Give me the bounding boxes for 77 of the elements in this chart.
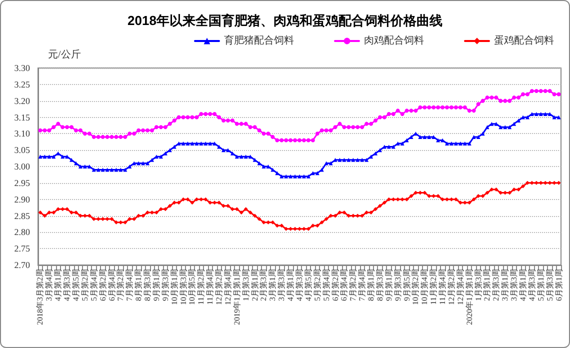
y-tick-label: 3.15 bbox=[14, 112, 30, 122]
x-tick-label: 7月第4周 bbox=[358, 269, 367, 301]
x-tick-label: 9月第5周 bbox=[402, 269, 412, 301]
x-tick-label: 5月第2周 bbox=[312, 269, 322, 301]
y-tick-label: 3.25 bbox=[14, 79, 30, 90]
legend-label: 蛋鸡配合饲料 bbox=[494, 34, 554, 46]
legend-label: 育肥猪配合饲料 bbox=[224, 34, 294, 46]
y-tick-label: 3.30 bbox=[14, 63, 30, 73]
x-tick-label: 5月第2周 bbox=[80, 269, 90, 301]
x-tick-label: 4月第3周 bbox=[62, 269, 72, 301]
x-tick-label: 11月第2周 bbox=[429, 269, 438, 305]
x-tick-label: 6月第4周 bbox=[107, 269, 116, 301]
x-tick-label: 9月第1周 bbox=[384, 269, 394, 301]
y-tick-label: 3.05 bbox=[14, 145, 30, 156]
x-tick-label: 4月第3周 bbox=[295, 269, 304, 301]
x-tick-label: 12月第4周 bbox=[456, 269, 465, 305]
x-tick-label: 2020年1月第1周 bbox=[464, 269, 474, 325]
x-tick-label: 8月第3周 bbox=[375, 269, 384, 301]
x-tick-label: 4月第3周 bbox=[527, 269, 536, 301]
x-tick-label: 5月第4周 bbox=[89, 269, 98, 301]
x-tick-label: 10月第5周 bbox=[188, 269, 197, 305]
x-tick-label: 11月第4周 bbox=[206, 269, 215, 305]
x-tick-label: 3月第1周 bbox=[268, 269, 278, 301]
x-tick-label: 3月第4周 bbox=[44, 269, 54, 301]
x-tick-label: 4月第5周 bbox=[304, 269, 313, 301]
x-tick-label: 2018年3月第2周 bbox=[36, 269, 45, 325]
x-tick-label: 12月第2周 bbox=[446, 269, 456, 305]
x-tick-label: 2月第3周 bbox=[492, 269, 501, 301]
y-tick-label: 3.20 bbox=[14, 96, 30, 106]
x-tick-label: 3月第1周 bbox=[500, 269, 510, 301]
x-tick-label: 10月第3周 bbox=[178, 269, 188, 305]
x-tick-label: 7月第2周 bbox=[348, 269, 358, 301]
x-tick-label: 10月第2周 bbox=[411, 269, 420, 305]
x-tick-label: 7月第4周 bbox=[125, 269, 134, 301]
x-tick-label: 5月第1周 bbox=[536, 269, 546, 301]
x-tick-label: 1月第3周 bbox=[474, 269, 483, 301]
x-tick-label: 4月第5周 bbox=[71, 269, 80, 301]
x-tick-label: 3月第3周 bbox=[510, 269, 519, 301]
x-tick-label: 6月第1周 bbox=[554, 269, 564, 301]
x-tick-label: 6月第2周 bbox=[330, 269, 340, 301]
x-tick-label: 4月第1周 bbox=[518, 269, 528, 301]
x-tick-label: 7月第2周 bbox=[116, 269, 126, 301]
y-tick-label: 3.10 bbox=[14, 128, 30, 139]
x-tick-label: 12月第2周 bbox=[214, 269, 224, 305]
x-tick-label: 9月第3周 bbox=[160, 269, 170, 301]
x-tick-label: 6月第2周 bbox=[98, 269, 108, 301]
y-tick-label: 2.80 bbox=[14, 227, 30, 238]
x-tick-label: 11月第2周 bbox=[196, 269, 206, 305]
y-tick-label: 2.95 bbox=[14, 178, 30, 188]
y-tick-label: 2.90 bbox=[14, 194, 30, 204]
x-tick-label: 9月第1周 bbox=[152, 269, 161, 301]
x-tick-label: 12月第4周 bbox=[223, 269, 232, 305]
y-axis-title: 元/公斤 bbox=[48, 48, 81, 60]
x-tick-label: 6月第4周 bbox=[340, 269, 349, 301]
x-tick-label: 2019年1月第1周 bbox=[232, 269, 242, 325]
x-tick-label: 8月第1周 bbox=[366, 269, 376, 301]
x-tick-label: 5月第3周 bbox=[545, 269, 554, 301]
x-tick-label: 2月第1周 bbox=[482, 269, 492, 301]
legend-label: 肉鸡配合饲料 bbox=[364, 34, 424, 46]
x-tick-label: 10月第4周 bbox=[420, 269, 430, 305]
y-tick-label: 3.00 bbox=[14, 162, 30, 172]
x-tick-label: 1月第3周 bbox=[241, 269, 250, 301]
y-tick-label: 2.75 bbox=[14, 244, 30, 254]
y-tick-label: 2.70 bbox=[14, 260, 30, 270]
x-tick-label: 2月第3周 bbox=[259, 269, 268, 301]
x-tick-label: 4月第1周 bbox=[54, 269, 63, 301]
x-tick-label: 4月第1周 bbox=[286, 269, 296, 301]
y-tick-label: 2.85 bbox=[14, 210, 30, 221]
x-tick-label: 8月第3周 bbox=[143, 269, 152, 301]
chart-title: 2018年以来全国育肥猪、肉鸡和蛋鸡配合饲料价格曲线 bbox=[128, 13, 442, 28]
x-tick-label: 8月第1周 bbox=[134, 269, 144, 301]
x-tick-label: 2月第1周 bbox=[250, 269, 260, 301]
x-tick-label: 11月第4周 bbox=[438, 269, 448, 305]
x-tick-label: 9月第3周 bbox=[393, 269, 402, 301]
x-tick-label: 5月第4周 bbox=[322, 269, 331, 301]
x-tick-label: 3月第3周 bbox=[277, 269, 286, 301]
x-tick-label: 10月第1周 bbox=[170, 269, 179, 305]
